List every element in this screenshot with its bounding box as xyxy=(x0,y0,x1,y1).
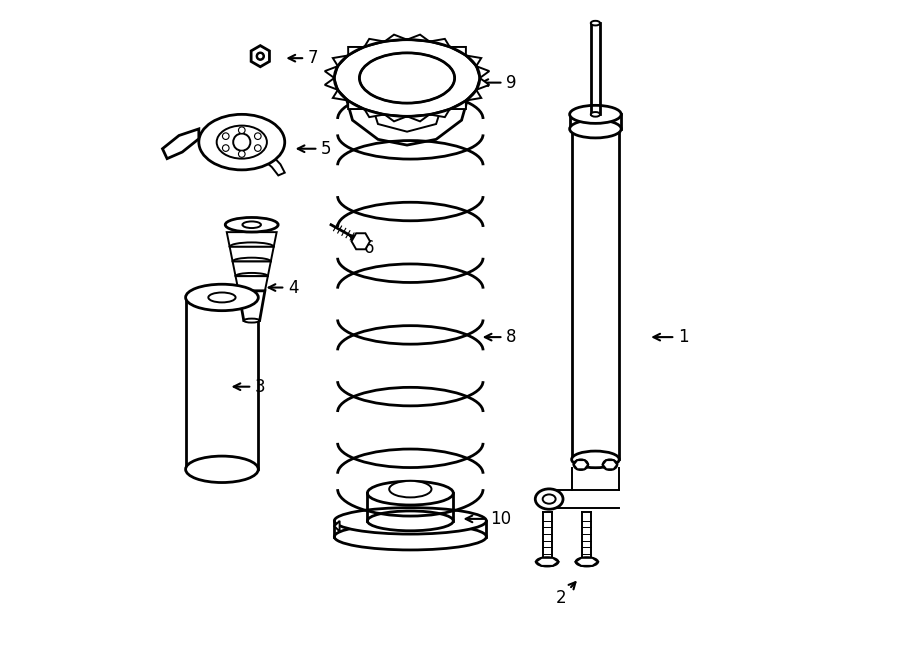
Ellipse shape xyxy=(217,126,267,159)
Text: 9: 9 xyxy=(482,73,517,92)
Ellipse shape xyxy=(208,292,236,302)
Circle shape xyxy=(222,133,230,139)
Circle shape xyxy=(238,151,245,157)
Ellipse shape xyxy=(570,105,621,124)
Ellipse shape xyxy=(367,511,454,531)
Polygon shape xyxy=(573,460,588,469)
Ellipse shape xyxy=(572,451,619,468)
Polygon shape xyxy=(466,56,482,66)
Text: 4: 4 xyxy=(269,278,299,297)
Ellipse shape xyxy=(576,557,598,566)
Ellipse shape xyxy=(199,114,284,170)
Polygon shape xyxy=(476,78,490,90)
Circle shape xyxy=(257,53,264,59)
Text: 10: 10 xyxy=(465,510,511,528)
Polygon shape xyxy=(348,47,364,56)
Ellipse shape xyxy=(334,524,486,550)
Polygon shape xyxy=(333,56,348,66)
Ellipse shape xyxy=(536,557,558,566)
Ellipse shape xyxy=(225,217,278,232)
Polygon shape xyxy=(259,151,284,175)
Polygon shape xyxy=(407,34,429,42)
Ellipse shape xyxy=(359,53,454,103)
Circle shape xyxy=(233,134,250,151)
Text: 7: 7 xyxy=(289,49,319,67)
Polygon shape xyxy=(536,558,558,566)
Polygon shape xyxy=(236,276,268,291)
Polygon shape xyxy=(348,100,364,109)
Circle shape xyxy=(255,133,261,139)
Polygon shape xyxy=(364,39,384,47)
Polygon shape xyxy=(251,46,269,67)
Ellipse shape xyxy=(334,40,480,116)
Ellipse shape xyxy=(590,20,600,25)
Text: 6: 6 xyxy=(350,235,374,257)
Polygon shape xyxy=(352,233,370,249)
Circle shape xyxy=(255,145,261,151)
Polygon shape xyxy=(450,100,466,109)
Ellipse shape xyxy=(256,52,264,60)
Circle shape xyxy=(238,127,245,134)
Text: 3: 3 xyxy=(234,377,266,396)
Polygon shape xyxy=(364,109,384,117)
Polygon shape xyxy=(429,39,450,47)
Text: 8: 8 xyxy=(485,328,517,346)
Polygon shape xyxy=(227,232,276,247)
Polygon shape xyxy=(576,558,598,566)
Polygon shape xyxy=(450,47,466,56)
Polygon shape xyxy=(384,34,407,42)
Polygon shape xyxy=(334,521,339,531)
Ellipse shape xyxy=(334,508,486,534)
Ellipse shape xyxy=(185,456,258,483)
Polygon shape xyxy=(407,114,429,122)
Text: 5: 5 xyxy=(298,139,331,158)
Text: 1: 1 xyxy=(653,328,688,346)
Polygon shape xyxy=(232,262,271,276)
Polygon shape xyxy=(163,129,199,159)
Polygon shape xyxy=(238,291,265,321)
Polygon shape xyxy=(325,78,338,90)
Polygon shape xyxy=(325,66,338,78)
Polygon shape xyxy=(466,90,482,100)
Polygon shape xyxy=(230,247,274,262)
Ellipse shape xyxy=(543,494,555,504)
Text: 2: 2 xyxy=(556,582,575,607)
Ellipse shape xyxy=(603,459,617,470)
Ellipse shape xyxy=(389,481,431,497)
Ellipse shape xyxy=(334,40,480,116)
Ellipse shape xyxy=(185,284,258,311)
Ellipse shape xyxy=(536,489,563,509)
Polygon shape xyxy=(476,66,490,78)
Polygon shape xyxy=(429,109,450,117)
Ellipse shape xyxy=(570,120,621,138)
Ellipse shape xyxy=(367,481,454,505)
Ellipse shape xyxy=(242,221,261,228)
Polygon shape xyxy=(384,114,407,122)
Ellipse shape xyxy=(590,112,600,116)
Circle shape xyxy=(222,145,230,151)
Ellipse shape xyxy=(244,319,259,323)
Polygon shape xyxy=(333,90,348,100)
Ellipse shape xyxy=(573,459,588,470)
Polygon shape xyxy=(603,460,617,469)
